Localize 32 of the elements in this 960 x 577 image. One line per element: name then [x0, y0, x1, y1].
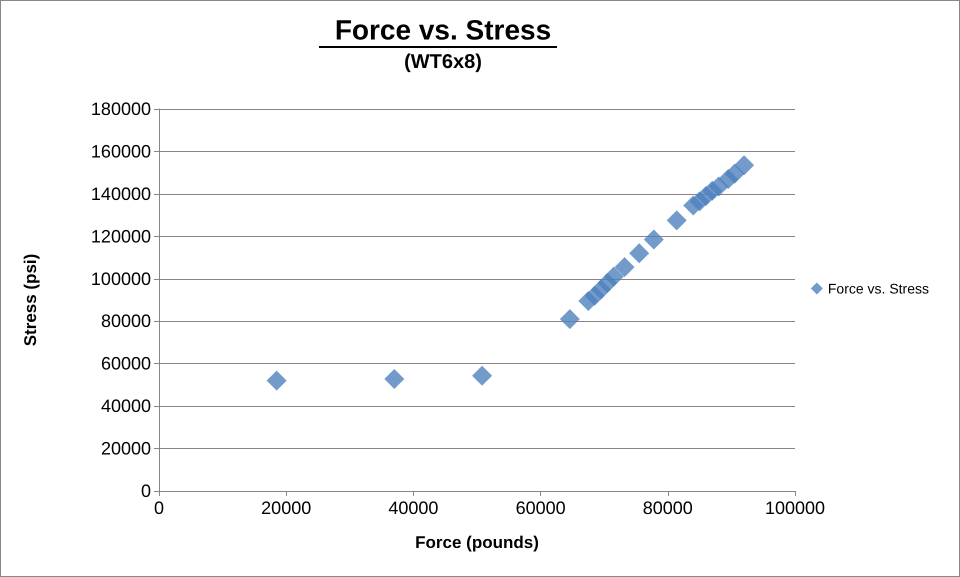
point	[734, 155, 754, 176]
point	[724, 164, 745, 184]
x-tick-label: 40000	[388, 498, 438, 518]
y-tick-label: 40000	[100, 396, 151, 416]
chart-title: Force vs. Stress	[334, 14, 552, 46]
y-tick-label: 180000	[90, 99, 151, 119]
x-axis-title: Force (pounds)	[415, 533, 539, 552]
y-axis-title: Stress (psi)	[21, 254, 40, 346]
point	[560, 309, 580, 330]
x-tick-label: 80000	[642, 498, 693, 518]
x-tick-label: 60000	[516, 498, 566, 518]
chart-subtitle: (WT6x8)	[404, 51, 482, 73]
y-tick-label: 120000	[90, 226, 151, 246]
y-tick-label: 100000	[90, 268, 151, 289]
x-tick-label: 0	[154, 498, 164, 518]
point	[644, 230, 664, 250]
point	[266, 370, 287, 391]
point	[666, 210, 687, 230]
y-tick-label: 0	[140, 481, 151, 501]
point	[604, 266, 624, 287]
point	[472, 366, 492, 386]
point	[384, 368, 404, 389]
y-tick-label: 140000	[90, 184, 151, 204]
legend-label: Force vs. Stress	[828, 280, 930, 296]
x-tick-label: 100000	[764, 498, 826, 518]
y-tick-label: 160000	[90, 141, 151, 162]
y-tick-label: 80000	[100, 311, 151, 332]
x-tick-label: 20000	[261, 498, 312, 518]
y-tick-label: 20000	[100, 438, 151, 459]
y-tick-label: 60000	[100, 354, 151, 374]
point	[629, 243, 650, 264]
point	[614, 257, 635, 278]
